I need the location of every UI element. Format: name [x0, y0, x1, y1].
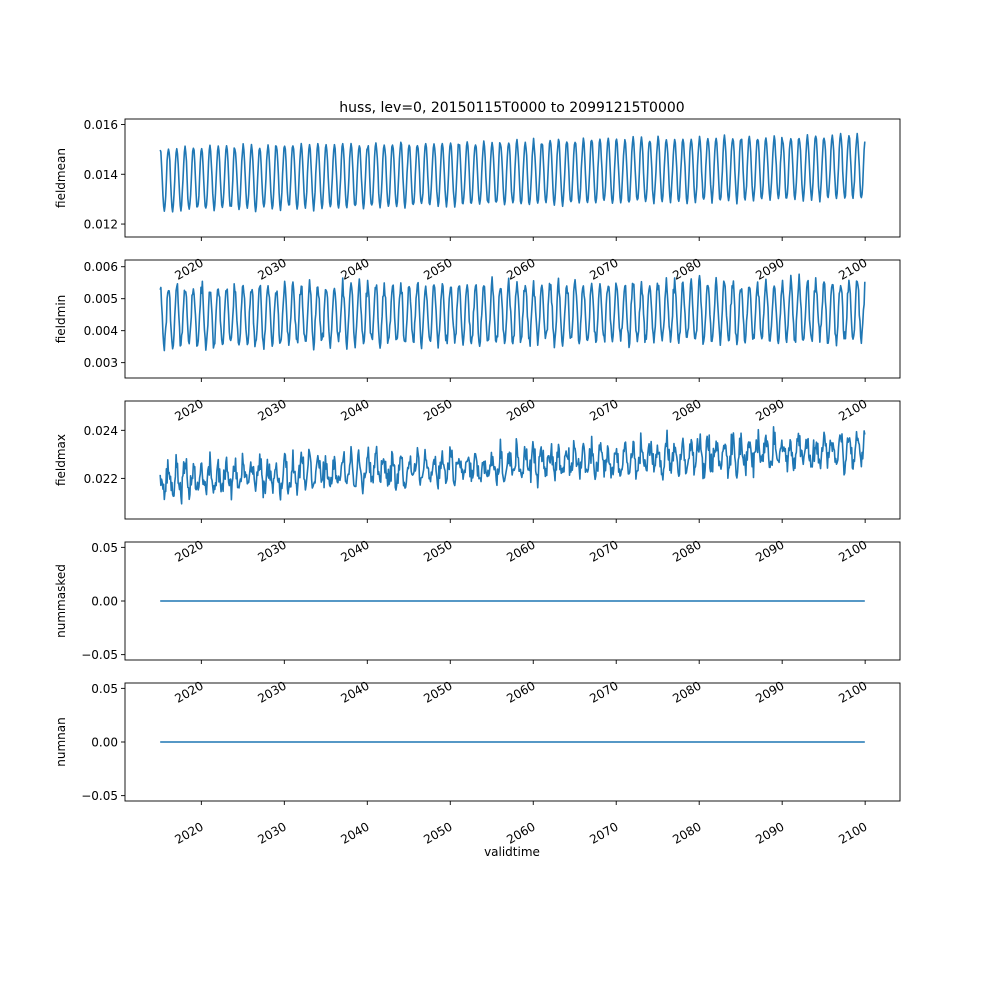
- numnan-ytick-label: 0.05: [91, 682, 118, 696]
- nummasked-ytick-label: 0.05: [91, 541, 118, 555]
- fieldmin-axes-frame: [124, 259, 901, 379]
- numnan-ytick-label: 0.00: [91, 736, 118, 750]
- y-axis-label-fieldmax: fieldmax: [54, 434, 68, 486]
- fieldmin-ytick-label: 0.003: [84, 356, 118, 370]
- y-axis-label-fieldmean: fieldmean: [54, 148, 68, 208]
- fieldmax-ytick-label: 0.024: [84, 424, 118, 438]
- nummasked-ytick-label: −0.05: [81, 648, 118, 662]
- figure-title: huss, lev=0, 20150115T0000 to 20991215T0…: [339, 100, 684, 116]
- fieldmin-ytick-label: 0.006: [84, 260, 118, 274]
- nummasked-ytick-label: 0.00: [91, 595, 118, 609]
- fieldmax-ytick-label: 0.022: [84, 472, 118, 486]
- fieldmin-series-line: [159, 273, 866, 352]
- fieldmin-ytick-label: 0.005: [84, 292, 118, 306]
- y-axis-label-numnan: numnan: [54, 717, 68, 766]
- fieldmean-ytick-label: 0.012: [84, 218, 118, 232]
- fieldmax-axes-frame: [124, 400, 901, 520]
- fieldmean-series-line: [159, 132, 866, 213]
- fieldmax-series-line: [159, 426, 866, 505]
- y-axis-label-nummasked: nummasked: [54, 564, 68, 638]
- numnan-ytick-label: −0.05: [81, 789, 118, 803]
- y-axis-label-fieldmin: fieldmin: [54, 295, 68, 344]
- fieldmin-ytick-label: 0.004: [84, 324, 118, 338]
- fieldmean-axes-frame: [124, 118, 901, 238]
- fieldmean-ytick-label: 0.014: [84, 168, 118, 182]
- fieldmean-ytick-label: 0.016: [84, 118, 118, 132]
- x-axis-label: validtime: [484, 845, 540, 859]
